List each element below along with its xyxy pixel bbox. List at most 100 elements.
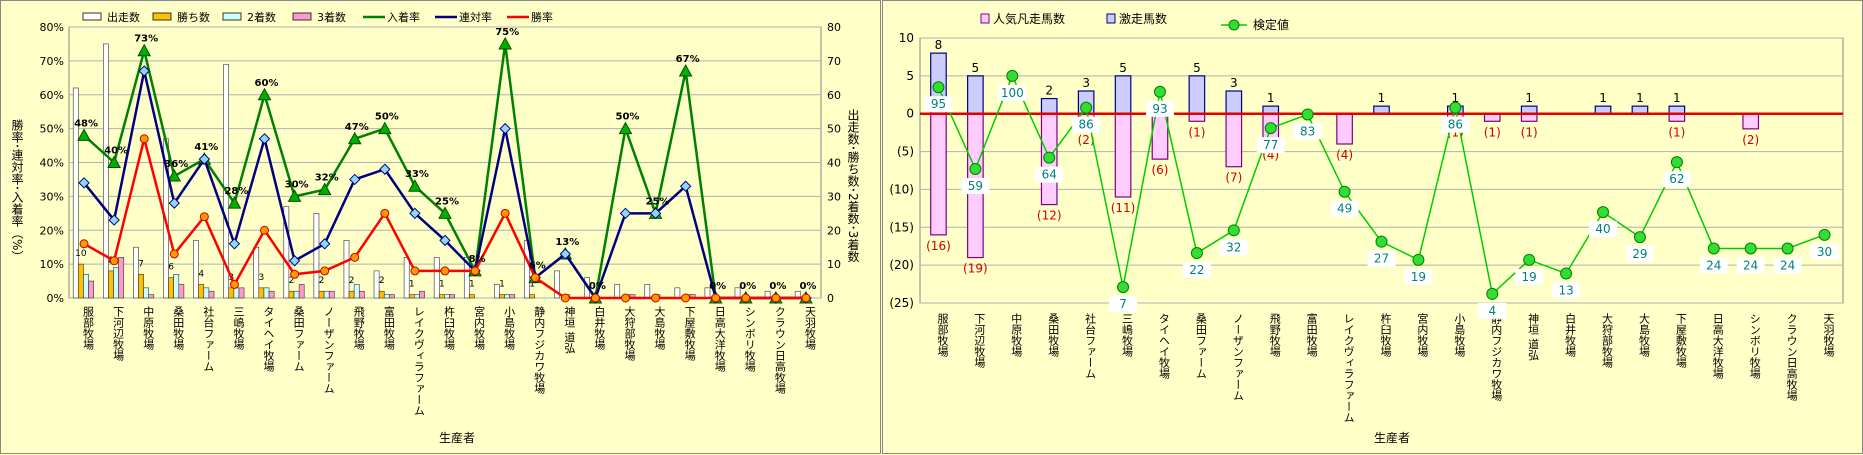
x-tick-label: 桑田ファーム xyxy=(292,306,305,372)
marker-入着率 xyxy=(77,128,91,141)
marker-連対率 xyxy=(318,238,331,250)
bar-勝ち数 xyxy=(138,273,144,299)
pos-count-label: 5 xyxy=(1119,61,1127,75)
bar-3着数 xyxy=(238,287,245,299)
neg-count-label: (7) xyxy=(1225,171,1242,185)
value-label-bg xyxy=(1219,239,1248,256)
bar-出走数 xyxy=(283,206,290,299)
value-label-bg xyxy=(998,84,1027,101)
right-tick-label: 30 xyxy=(827,190,841,203)
neg-count-label: (12) xyxy=(1037,209,1062,223)
legend-swatch xyxy=(292,12,312,21)
neg-count-label: (2) xyxy=(1742,133,1759,147)
legend-label: 激走馬数 xyxy=(1119,11,1167,26)
left-tick-label: 10% xyxy=(40,258,64,271)
test-value-label: 29 xyxy=(1632,247,1647,261)
marker-連対率 xyxy=(649,207,662,220)
neg-count-label: (1) xyxy=(1521,125,1538,139)
right-tick-label: 60 xyxy=(827,89,841,102)
bar-激走馬数 xyxy=(1114,75,1132,115)
marker-勝率 xyxy=(350,252,360,262)
rate-label: 0% xyxy=(799,281,816,292)
marker-検定値 xyxy=(1153,85,1166,98)
marker-検定値 xyxy=(1375,235,1388,248)
rate-label: 73% xyxy=(134,34,158,45)
test-value-label: 40 xyxy=(1595,222,1610,236)
rate-label: 40% xyxy=(104,146,128,157)
marker-連対率 xyxy=(679,180,692,192)
x-tick-label: 静内フジカワ牧場 xyxy=(533,305,546,395)
bar-勝ち数 xyxy=(228,287,235,299)
legend-label: 人気凡走馬数 xyxy=(993,11,1065,26)
x-tick-label: 飛野牧場 xyxy=(1268,313,1281,358)
marker-連対率 xyxy=(288,255,301,267)
bar-人気凡走馬数 xyxy=(930,113,947,236)
marker-検定値 xyxy=(969,162,982,175)
value-label-bg xyxy=(1625,246,1654,263)
test-value-label: 32 xyxy=(1226,240,1241,254)
x-tick-label: タイヘイ牧場 xyxy=(262,306,275,373)
marker-勝率 xyxy=(530,273,540,283)
x-tick-label: 三嶋牧場 xyxy=(1121,313,1134,358)
value-label-bg xyxy=(1293,123,1322,140)
bar-激走馬数 xyxy=(1040,97,1058,115)
legend-label: 入着率 xyxy=(387,10,420,24)
bar-2着数 xyxy=(323,290,330,299)
win-count-label: 1 xyxy=(469,280,475,290)
win-count-label: 2 xyxy=(289,276,295,286)
marker-検定値 xyxy=(1781,242,1794,255)
marker-勝率 xyxy=(440,266,450,276)
bar-人気凡走馬数 xyxy=(1336,113,1353,145)
marker-検定値 xyxy=(1264,122,1277,135)
rate-label: 60% xyxy=(255,78,279,89)
marker-入着率 xyxy=(257,87,272,101)
x-tick-label: 大島牧場 xyxy=(1637,312,1650,358)
marker-勝率 xyxy=(410,266,420,276)
bar-人気凡走馬数 xyxy=(1225,113,1243,168)
marker-勝率 xyxy=(470,266,480,276)
marker-勝率 xyxy=(500,208,510,218)
x-tick-label: 服部牧場 xyxy=(936,313,949,358)
bar-出走数 xyxy=(614,284,621,299)
marker-勝率 xyxy=(771,293,781,303)
test-value-label: 7 xyxy=(1119,297,1127,311)
marker-検定値 xyxy=(1043,151,1056,164)
x-tick-label: 杵臼牧場 xyxy=(443,305,456,351)
value-label-bg xyxy=(1145,100,1174,117)
marker-連対率 xyxy=(258,133,271,145)
rate-label: 47% xyxy=(345,122,369,133)
bar-出走数 xyxy=(102,43,109,299)
test-value-label: 24 xyxy=(1780,258,1795,272)
x-tick-label: 富田牧場 xyxy=(1305,312,1318,358)
neg-count-label: (2) xyxy=(1078,133,1095,147)
test-value-label: 100 xyxy=(1001,86,1024,100)
win-count-label: 2 xyxy=(379,276,385,286)
right-tick-label: 40 xyxy=(827,157,841,170)
win-count-label: 2 xyxy=(349,276,355,286)
legend-label: 3着数 xyxy=(317,10,346,24)
x-tick-label: タイヘイ牧場 xyxy=(1157,313,1170,380)
x-tick-label: 日高大洋牧場 xyxy=(1711,313,1724,380)
marker-入着率 xyxy=(618,121,633,135)
marker-勝率 xyxy=(109,256,119,266)
marker-入着率 xyxy=(438,206,452,219)
bar-勝ち数 xyxy=(529,294,535,299)
marker-検定値 xyxy=(1412,253,1425,266)
x-tick-label: レイクヴィラファーム xyxy=(412,306,425,416)
value-label-bg xyxy=(1515,268,1544,285)
marker-検定値 xyxy=(1338,185,1351,198)
bar-3着数 xyxy=(208,290,215,299)
left-tick-label: 40% xyxy=(40,157,64,170)
x-tick-label: 中原牧場 xyxy=(142,306,155,351)
bar-2着数 xyxy=(233,287,240,299)
marker-検定値 xyxy=(1818,228,1831,241)
test-value-label: 59 xyxy=(968,179,983,193)
marker-勝率 xyxy=(380,208,390,218)
pos-count-label: 1 xyxy=(1267,91,1275,105)
neg-count-label: (11) xyxy=(1111,201,1136,215)
marker-入着率 xyxy=(107,155,121,168)
marker-入着率 xyxy=(377,121,392,135)
x-axis-title: 生産者 xyxy=(1374,430,1410,445)
bar-勝ち数 xyxy=(258,287,265,299)
